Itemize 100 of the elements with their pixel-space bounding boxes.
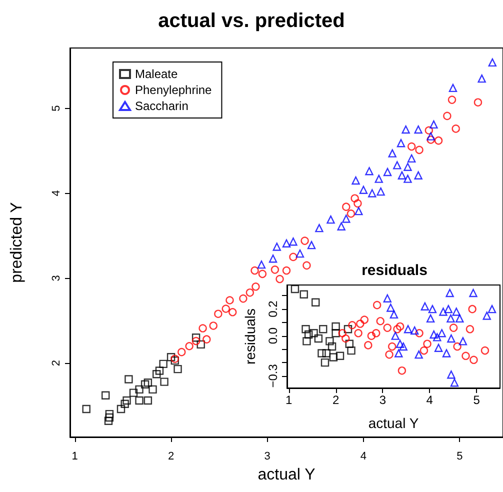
point bbox=[272, 242, 281, 251]
point bbox=[122, 396, 131, 405]
point bbox=[116, 404, 126, 414]
point bbox=[376, 317, 384, 326]
y-tick-label: 2 bbox=[50, 360, 62, 366]
point bbox=[166, 353, 176, 362]
chart-title: actual vs. predicted bbox=[158, 10, 345, 32]
point bbox=[430, 120, 438, 129]
point bbox=[338, 329, 346, 338]
point bbox=[332, 329, 340, 338]
point bbox=[453, 342, 462, 351]
x-tick-label: 4 bbox=[360, 450, 367, 462]
point bbox=[135, 385, 144, 394]
point bbox=[488, 304, 496, 314]
point bbox=[399, 342, 408, 351]
chart-title: residuals bbox=[362, 262, 428, 279]
point bbox=[414, 125, 422, 134]
point bbox=[300, 290, 308, 298]
point bbox=[414, 350, 423, 359]
point bbox=[296, 249, 304, 258]
y-axis-title: residuals bbox=[242, 308, 258, 365]
point bbox=[196, 340, 205, 349]
point bbox=[446, 288, 454, 298]
point bbox=[315, 224, 324, 232]
point bbox=[336, 352, 344, 360]
y-tick-label: −0.3 bbox=[266, 364, 280, 388]
point bbox=[393, 325, 402, 334]
point bbox=[367, 332, 376, 340]
point bbox=[202, 335, 211, 344]
point bbox=[228, 308, 237, 316]
point bbox=[391, 332, 400, 340]
point bbox=[178, 348, 186, 356]
point bbox=[140, 380, 150, 388]
point bbox=[360, 316, 369, 324]
point bbox=[174, 364, 182, 374]
point bbox=[396, 139, 406, 148]
point bbox=[345, 340, 354, 348]
point bbox=[449, 324, 458, 332]
point bbox=[359, 186, 368, 194]
point bbox=[398, 366, 406, 375]
x-tick-label: 3 bbox=[379, 393, 386, 407]
point bbox=[364, 341, 372, 350]
point bbox=[302, 261, 311, 270]
x-tick-label: 4 bbox=[426, 393, 434, 407]
point bbox=[322, 349, 331, 358]
point bbox=[420, 346, 428, 355]
point bbox=[447, 370, 456, 379]
point bbox=[354, 206, 363, 216]
point bbox=[346, 210, 356, 218]
point bbox=[300, 236, 309, 245]
point bbox=[250, 266, 259, 275]
point bbox=[332, 322, 340, 331]
point bbox=[344, 325, 352, 334]
point bbox=[348, 321, 356, 330]
point bbox=[466, 325, 474, 334]
point bbox=[214, 310, 222, 318]
point bbox=[446, 314, 455, 323]
point bbox=[372, 300, 382, 310]
point bbox=[120, 400, 129, 408]
point bbox=[289, 238, 298, 246]
point bbox=[192, 336, 200, 346]
point bbox=[329, 353, 338, 362]
point bbox=[415, 329, 424, 338]
point bbox=[342, 334, 350, 343]
point bbox=[458, 337, 468, 346]
point bbox=[144, 378, 152, 387]
point bbox=[347, 346, 356, 355]
point bbox=[383, 294, 392, 302]
point bbox=[328, 342, 336, 351]
point bbox=[152, 370, 161, 378]
point bbox=[310, 329, 318, 338]
point bbox=[426, 132, 435, 140]
point bbox=[320, 358, 330, 367]
point bbox=[414, 171, 422, 180]
point bbox=[478, 74, 486, 83]
point bbox=[390, 310, 398, 319]
point bbox=[402, 125, 410, 134]
point bbox=[304, 330, 313, 339]
point bbox=[312, 298, 320, 306]
point bbox=[102, 391, 110, 400]
point bbox=[326, 215, 335, 224]
x-tick-label: 5 bbox=[456, 450, 463, 462]
point bbox=[192, 334, 200, 342]
point bbox=[434, 136, 443, 145]
point bbox=[474, 98, 482, 106]
point bbox=[452, 308, 460, 316]
point bbox=[319, 325, 328, 334]
point bbox=[470, 356, 478, 364]
point bbox=[124, 375, 133, 384]
point bbox=[105, 413, 114, 422]
point bbox=[198, 324, 207, 332]
point bbox=[426, 314, 435, 323]
point bbox=[448, 84, 458, 92]
point bbox=[450, 378, 459, 387]
point bbox=[407, 154, 416, 163]
point bbox=[462, 352, 470, 360]
point bbox=[468, 304, 476, 314]
point bbox=[155, 366, 164, 375]
point bbox=[302, 325, 310, 334]
point bbox=[420, 302, 430, 311]
